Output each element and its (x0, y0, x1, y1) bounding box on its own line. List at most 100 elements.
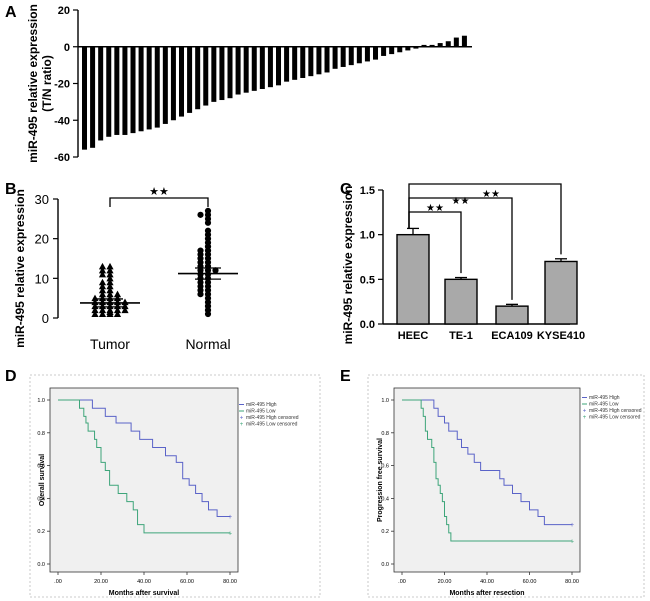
bar (396, 233, 430, 325)
tumor-data-point (106, 290, 114, 298)
legend-label: miR-495 High censored (246, 415, 299, 421)
panel-label-b: B (5, 181, 17, 198)
tumor-data-point (91, 294, 99, 302)
bar (348, 46, 354, 66)
tumor-data-point (113, 290, 122, 298)
bar (267, 46, 273, 88)
bar (405, 46, 411, 51)
normal-data-point (197, 291, 204, 298)
tumor-data-point (113, 310, 122, 318)
y-axis-title-line-1: miR-495 relative expression (26, 4, 40, 163)
y-tick-label: 0.6 (381, 464, 389, 470)
x-category-label: ECA109 (491, 330, 533, 342)
x-tick-label: 20.00 (94, 579, 108, 585)
y-tick-label: 0.6 (37, 464, 45, 470)
bar (444, 278, 478, 325)
bar (154, 46, 160, 128)
tumor-data-point (106, 262, 114, 270)
x-tick-label: 60.00 (523, 579, 537, 585)
x-category-label: KYSE410 (537, 330, 585, 342)
tumor-data-point (98, 310, 107, 318)
tumor-data-point (98, 278, 107, 286)
legend-swatch: + (240, 422, 244, 428)
x-tick-label: 80.00 (565, 579, 579, 585)
x-tick-label: 40.00 (480, 579, 494, 585)
bar (453, 37, 459, 47)
y-tick-label: 0.8 (381, 431, 389, 437)
tumor-data-point (106, 282, 114, 290)
tumor-data-point (98, 270, 107, 278)
tumor-data-point (98, 262, 107, 270)
legend-label: miR-495 Low (589, 402, 619, 408)
bar (211, 46, 217, 102)
bar (122, 46, 128, 135)
y-tick-label: 0.0 (381, 562, 389, 568)
tumor-data-point (121, 302, 129, 310)
survival-curve (402, 399, 572, 542)
bar (413, 46, 419, 49)
y-axis-title: Progression free survival (377, 438, 384, 522)
plot-area (49, 387, 239, 573)
tumor-data-point (121, 306, 129, 314)
x-axis-title: Months after resection (449, 590, 524, 597)
bar (146, 46, 152, 130)
censored-marker: + (570, 522, 574, 529)
x-category-label: Normal (185, 336, 230, 352)
bar (251, 46, 257, 91)
bar (162, 46, 168, 124)
x-tick-label: 20.00 (438, 579, 452, 585)
bar (235, 46, 241, 95)
censored-marker: + (228, 530, 232, 537)
tumor-data-point (98, 266, 107, 274)
bar (227, 46, 233, 99)
bar (324, 46, 330, 73)
x-tick-label: 80.00 (223, 579, 237, 585)
y-tick-label: 0 (64, 42, 70, 54)
y-tick-label: 20 (35, 232, 49, 247)
bar (495, 305, 529, 325)
bar (332, 46, 338, 69)
bar (461, 35, 467, 47)
tumor-data-point (91, 306, 99, 314)
bar (130, 46, 136, 134)
panel-c-bar-chart: 0.0 0.5 1.0 1.5 HEEC TE-1 ECA109 KYSE410 ★★ ★★ ★★ m… (341, 183, 585, 344)
y-axis-title: Overall survival (39, 454, 46, 506)
panel-e-survival-chart: .00 20.00 40.00 60.00 80.00 0.0 0.2 0.4 0.6 0.8 1.… (367, 374, 645, 598)
x-axis-title: Months after survival (109, 590, 179, 597)
panel-label-a: A (5, 4, 17, 21)
y-tick-label: 10 (35, 271, 49, 286)
bar (300, 46, 306, 78)
tumor-data-point (98, 290, 107, 298)
bar (437, 43, 443, 47)
bar (356, 46, 362, 64)
y-tick-label: 1.0 (360, 230, 375, 242)
bar (389, 46, 395, 55)
legend-swatch: + (240, 416, 244, 422)
tumor-data-point (91, 302, 99, 310)
bar (284, 46, 290, 82)
y-tick-label: 0.5 (360, 274, 375, 286)
x-tick-label: 40.00 (137, 579, 151, 585)
x-category-label: HEEC (398, 330, 429, 342)
significance-stars: ★★ (482, 189, 500, 200)
tumor-data-point (106, 270, 114, 278)
normal-data-point (204, 219, 212, 226)
panel-b-scatter-chart: 0 10 20 30 Tumor Normal ★★ miR-495 relative exp… (13, 186, 238, 352)
bar (340, 46, 346, 67)
survival-curve (402, 399, 572, 526)
y-tick-label: 0.2 (37, 529, 45, 535)
bar (259, 46, 265, 90)
tumor-data-point (91, 310, 99, 318)
legend-label: miR-495 Low censored (589, 415, 641, 421)
plot-area (393, 387, 581, 573)
tumor-data-point (106, 310, 114, 318)
normal-data-point (197, 211, 204, 218)
significance-stars: ★★ (452, 196, 470, 207)
bar (445, 41, 451, 47)
normal-data-point (212, 267, 219, 274)
y-tick-label: 0.0 (360, 319, 375, 331)
y-tick-label: 0.8 (37, 431, 45, 437)
tumor-data-point (98, 282, 107, 290)
tumor-data-point (98, 306, 107, 314)
tumor-data-point (106, 274, 114, 282)
